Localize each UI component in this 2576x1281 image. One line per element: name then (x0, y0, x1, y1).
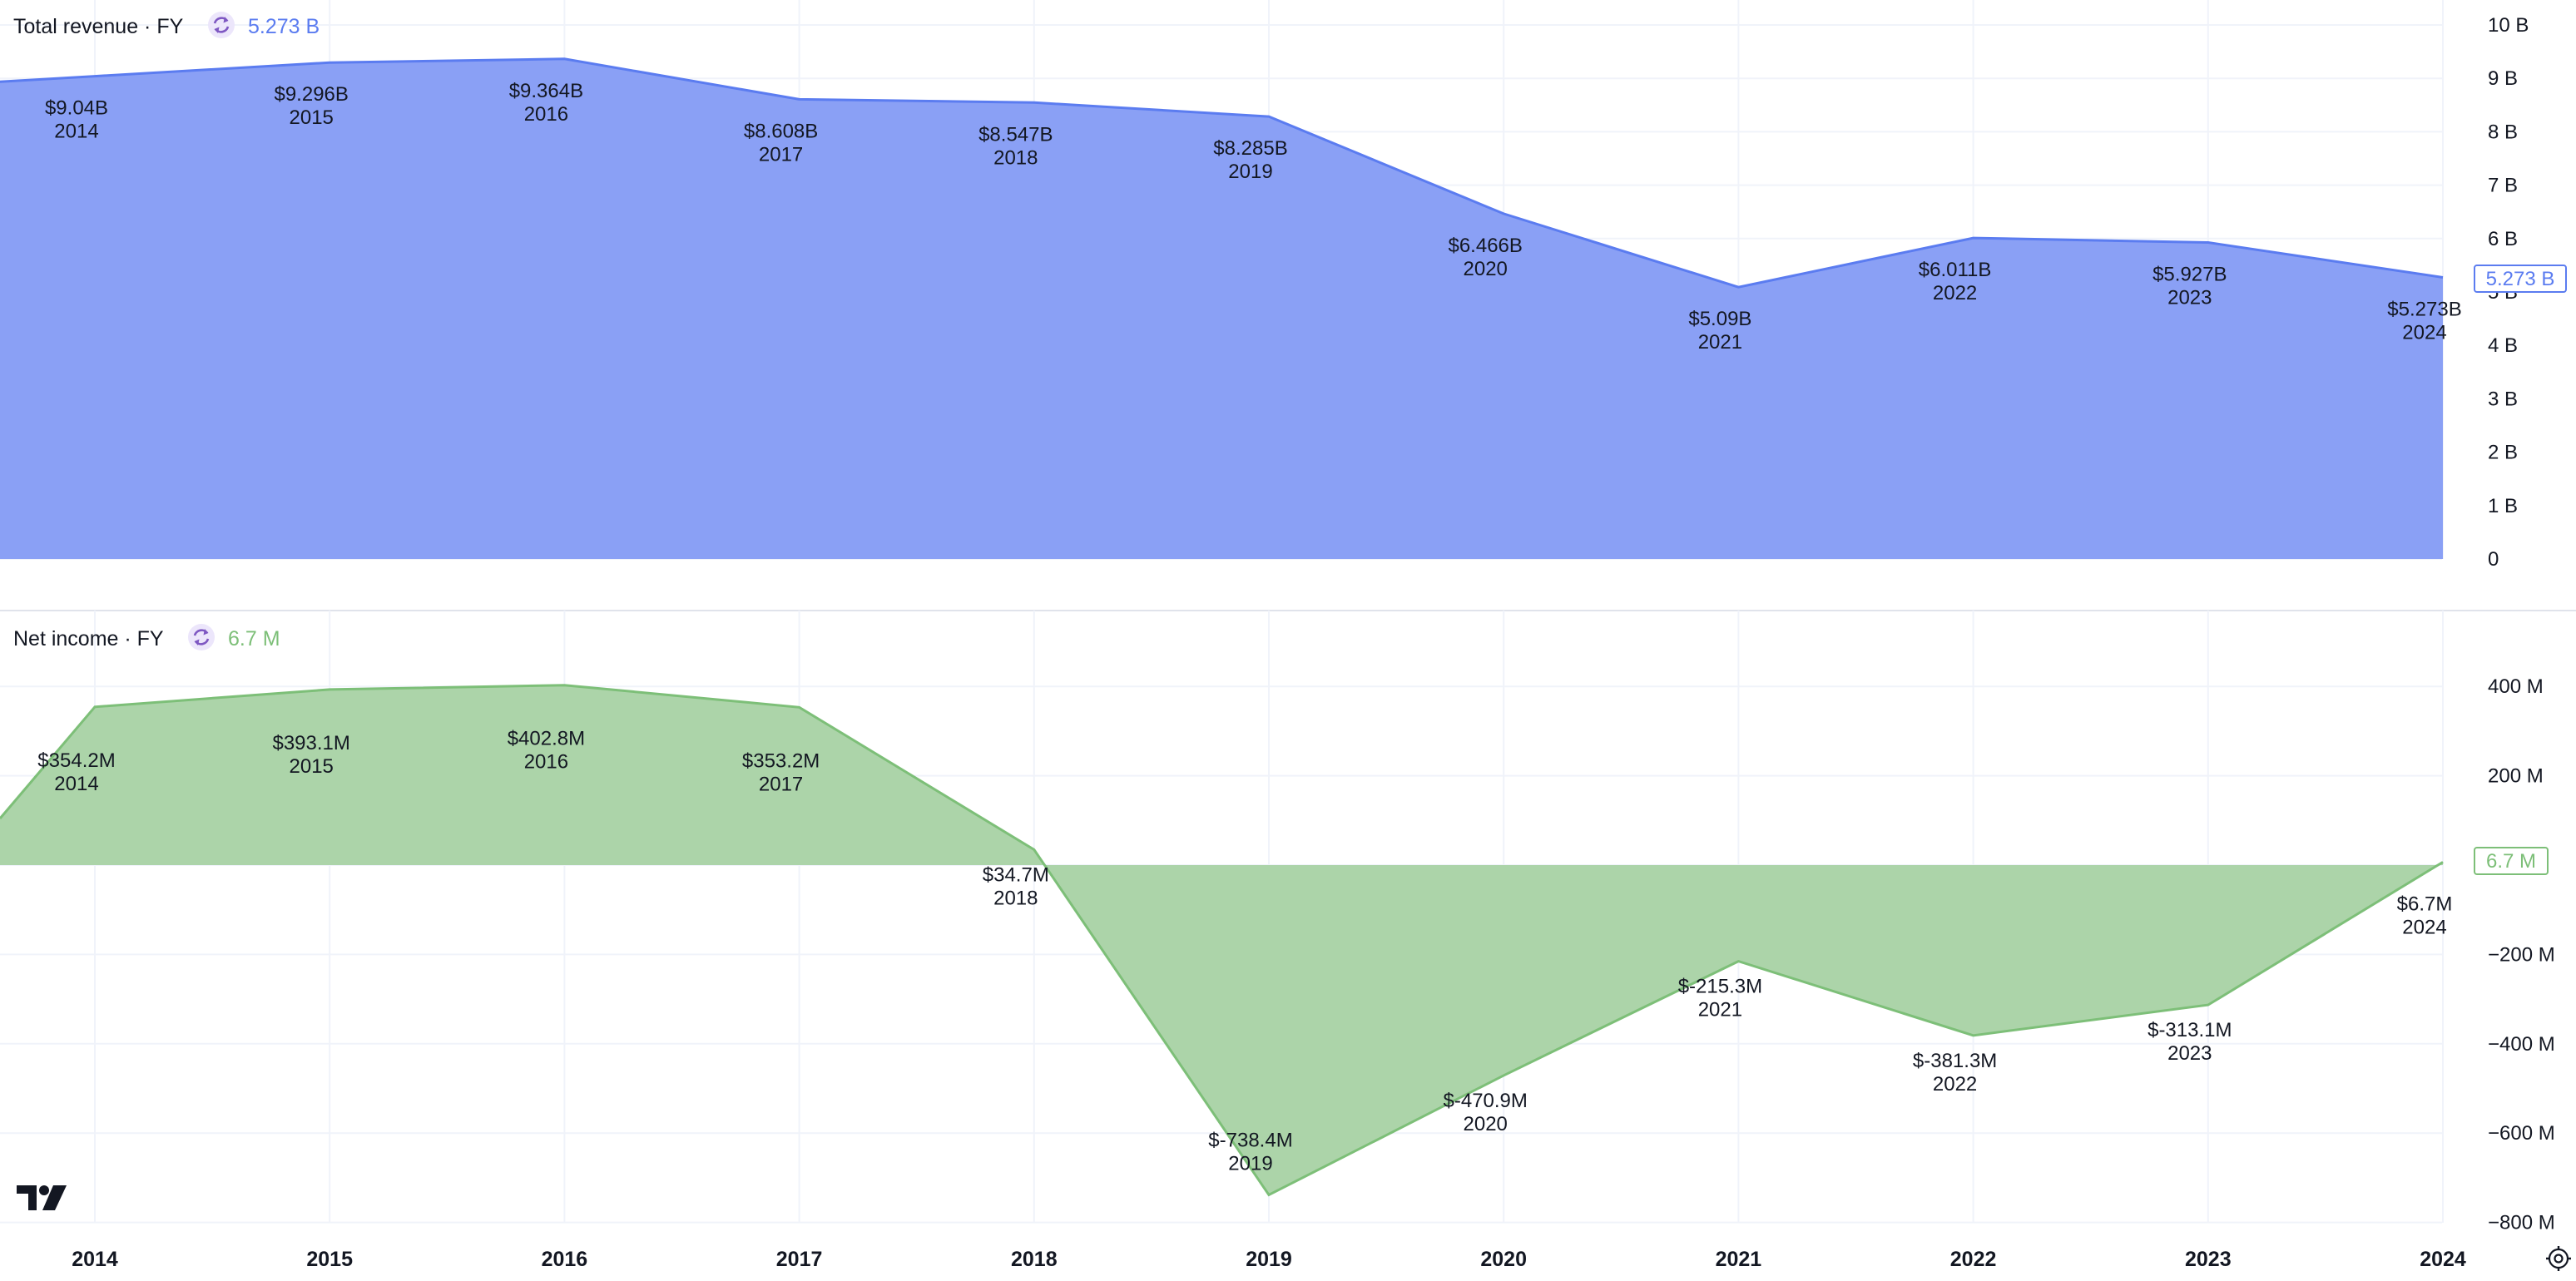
x-tick-label: 2018 (1011, 1248, 1058, 1271)
data-label-value: $8.547B (978, 123, 1053, 146)
y-tick-label: 6 B (2488, 228, 2518, 250)
revenue-last-value-badge: 5.273 B (2474, 265, 2567, 293)
data-label-year: 2015 (290, 106, 334, 129)
y-tick-label: 4 B (2488, 334, 2518, 357)
y-tick-label: 2 B (2488, 442, 2518, 464)
data-label-year: 2020 (1464, 1113, 1508, 1135)
x-tick-label: 2014 (72, 1248, 118, 1271)
x-tick-label: 2024 (2420, 1248, 2466, 1271)
refresh-icon[interactable] (188, 624, 215, 650)
y-tick-label: 8 B (2488, 121, 2518, 143)
data-label-year: 2020 (1464, 258, 1508, 280)
data-label-year: 2018 (993, 887, 1038, 909)
x-axis: 2014 2015 2016 2017 2018 2019 2020 2021 2022 2023… (72, 1248, 2466, 1271)
data-label-value: $34.7M (983, 863, 1049, 886)
revenue-pane: $9.04B2014$9.296B2015$9.364B2016$8.608B2… (0, 0, 2567, 571)
refresh-icon[interactable] (208, 12, 235, 38)
x-tick-label: 2016 (542, 1248, 588, 1271)
data-label-year: 2015 (290, 755, 334, 778)
y-tick-label: 0 (2488, 548, 2499, 571)
data-label-year: 2019 (1228, 1153, 1272, 1175)
data-label-value: $6.7M (2397, 893, 2453, 915)
data-label-value: $5.09B (1688, 308, 1751, 330)
x-tick-label: 2020 (1480, 1248, 1527, 1271)
net-income-legend: Net income · FY 6.7 M (13, 624, 280, 650)
y-tick-label: −600 M (2488, 1122, 2555, 1145)
data-label-year: 2019 (1228, 161, 1272, 183)
x-tick-label: 2015 (306, 1248, 353, 1271)
data-label-value: $393.1M (272, 732, 349, 754)
data-label-value: $-381.3M (1913, 1050, 1997, 1072)
net-income-badge-value: 6.7 M (2486, 850, 2536, 873)
data-label-value: $9.04B (45, 97, 108, 120)
revenue-area (0, 58, 2443, 560)
y-tick-label: 200 M (2488, 765, 2544, 788)
data-label-value: $9.364B (509, 80, 583, 102)
data-label-year: 2017 (759, 773, 803, 795)
net-income-legend-title: Net income · FY (13, 627, 164, 650)
net-income-legend-value: 6.7 M (228, 627, 280, 650)
revenue-legend-value: 5.273 B (248, 15, 320, 38)
x-tick-label: 2023 (2185, 1248, 2232, 1271)
data-label-value: $8.608B (744, 120, 818, 142)
data-label-value: $6.466B (1448, 235, 1522, 257)
y-tick-label: 3 B (2488, 388, 2518, 410)
net-income-area (0, 685, 2443, 1195)
data-label-year: 2016 (524, 103, 568, 126)
revenue-legend-title: Total revenue · FY (13, 15, 184, 38)
data-label-year: 2017 (759, 143, 803, 166)
y-tick-label: 1 B (2488, 495, 2518, 517)
data-label-year: 2022 (1933, 1073, 1977, 1096)
x-tick-label: 2019 (1246, 1248, 1292, 1271)
settings-icon[interactable] (2546, 1246, 2571, 1271)
tradingview-logo-icon[interactable] (17, 1185, 67, 1210)
y-tick-label: 10 B (2488, 14, 2529, 37)
revenue-badge-value: 5.273 B (2486, 268, 2555, 290)
revenue-data-labels: $9.04B2014$9.296B2015$9.364B2016$8.608B2… (45, 80, 2462, 354)
y-tick-label: −400 M (2488, 1033, 2555, 1056)
y-tick-label: −200 M (2488, 943, 2555, 966)
data-label-year: 2021 (1698, 331, 1742, 354)
data-label-value: $402.8M (508, 728, 585, 750)
data-label-year: 2023 (2167, 286, 2212, 309)
x-tick-label: 2021 (1716, 1248, 1762, 1271)
data-label-year: 2014 (54, 773, 98, 795)
data-label-year: 2014 (54, 121, 98, 143)
data-label-year: 2024 (2402, 916, 2446, 938)
data-label-value: $-313.1M (2147, 1019, 2232, 1041)
y-tick-label: 7 B (2488, 175, 2518, 197)
data-label-value: $-215.3M (1678, 976, 1762, 998)
data-label-year: 2022 (1933, 282, 1977, 304)
data-label-year: 2023 (2167, 1042, 2212, 1065)
data-label-value: $8.285B (1213, 137, 1287, 160)
data-label-year: 2021 (1698, 999, 1742, 1021)
data-label-value: $9.296B (274, 83, 348, 106)
data-label-value: $5.273B (2387, 298, 2461, 320)
revenue-line (0, 57, 2444, 289)
data-label-value: $-470.9M (1444, 1090, 1528, 1112)
y-tick-label: −800 M (2488, 1212, 2555, 1234)
data-label-value: $353.2M (742, 749, 820, 772)
data-label-value: $5.927B (2152, 263, 2227, 285)
y-tick-label: 9 B (2488, 67, 2518, 90)
net-income-last-value-badge: 6.7 M (2474, 847, 2549, 875)
x-tick-label: 2017 (776, 1248, 823, 1271)
data-label-value: $354.2M (37, 749, 115, 772)
net-income-line (0, 684, 2444, 1197)
data-label-year: 2024 (2402, 321, 2446, 344)
data-label-value: $-738.4M (1208, 1130, 1292, 1152)
y-tick-label: 400 M (2488, 675, 2544, 698)
data-label-value: $6.011B (1919, 259, 1992, 281)
data-label-year: 2016 (524, 751, 568, 774)
x-tick-label: 2022 (1950, 1248, 1997, 1271)
net-income-y-axis: −800 M −600 M −400 M −200 M 200 M 400 M (2488, 675, 2555, 1234)
revenue-legend: Total revenue · FY 5.273 B (13, 12, 320, 38)
data-label-year: 2018 (993, 146, 1038, 169)
